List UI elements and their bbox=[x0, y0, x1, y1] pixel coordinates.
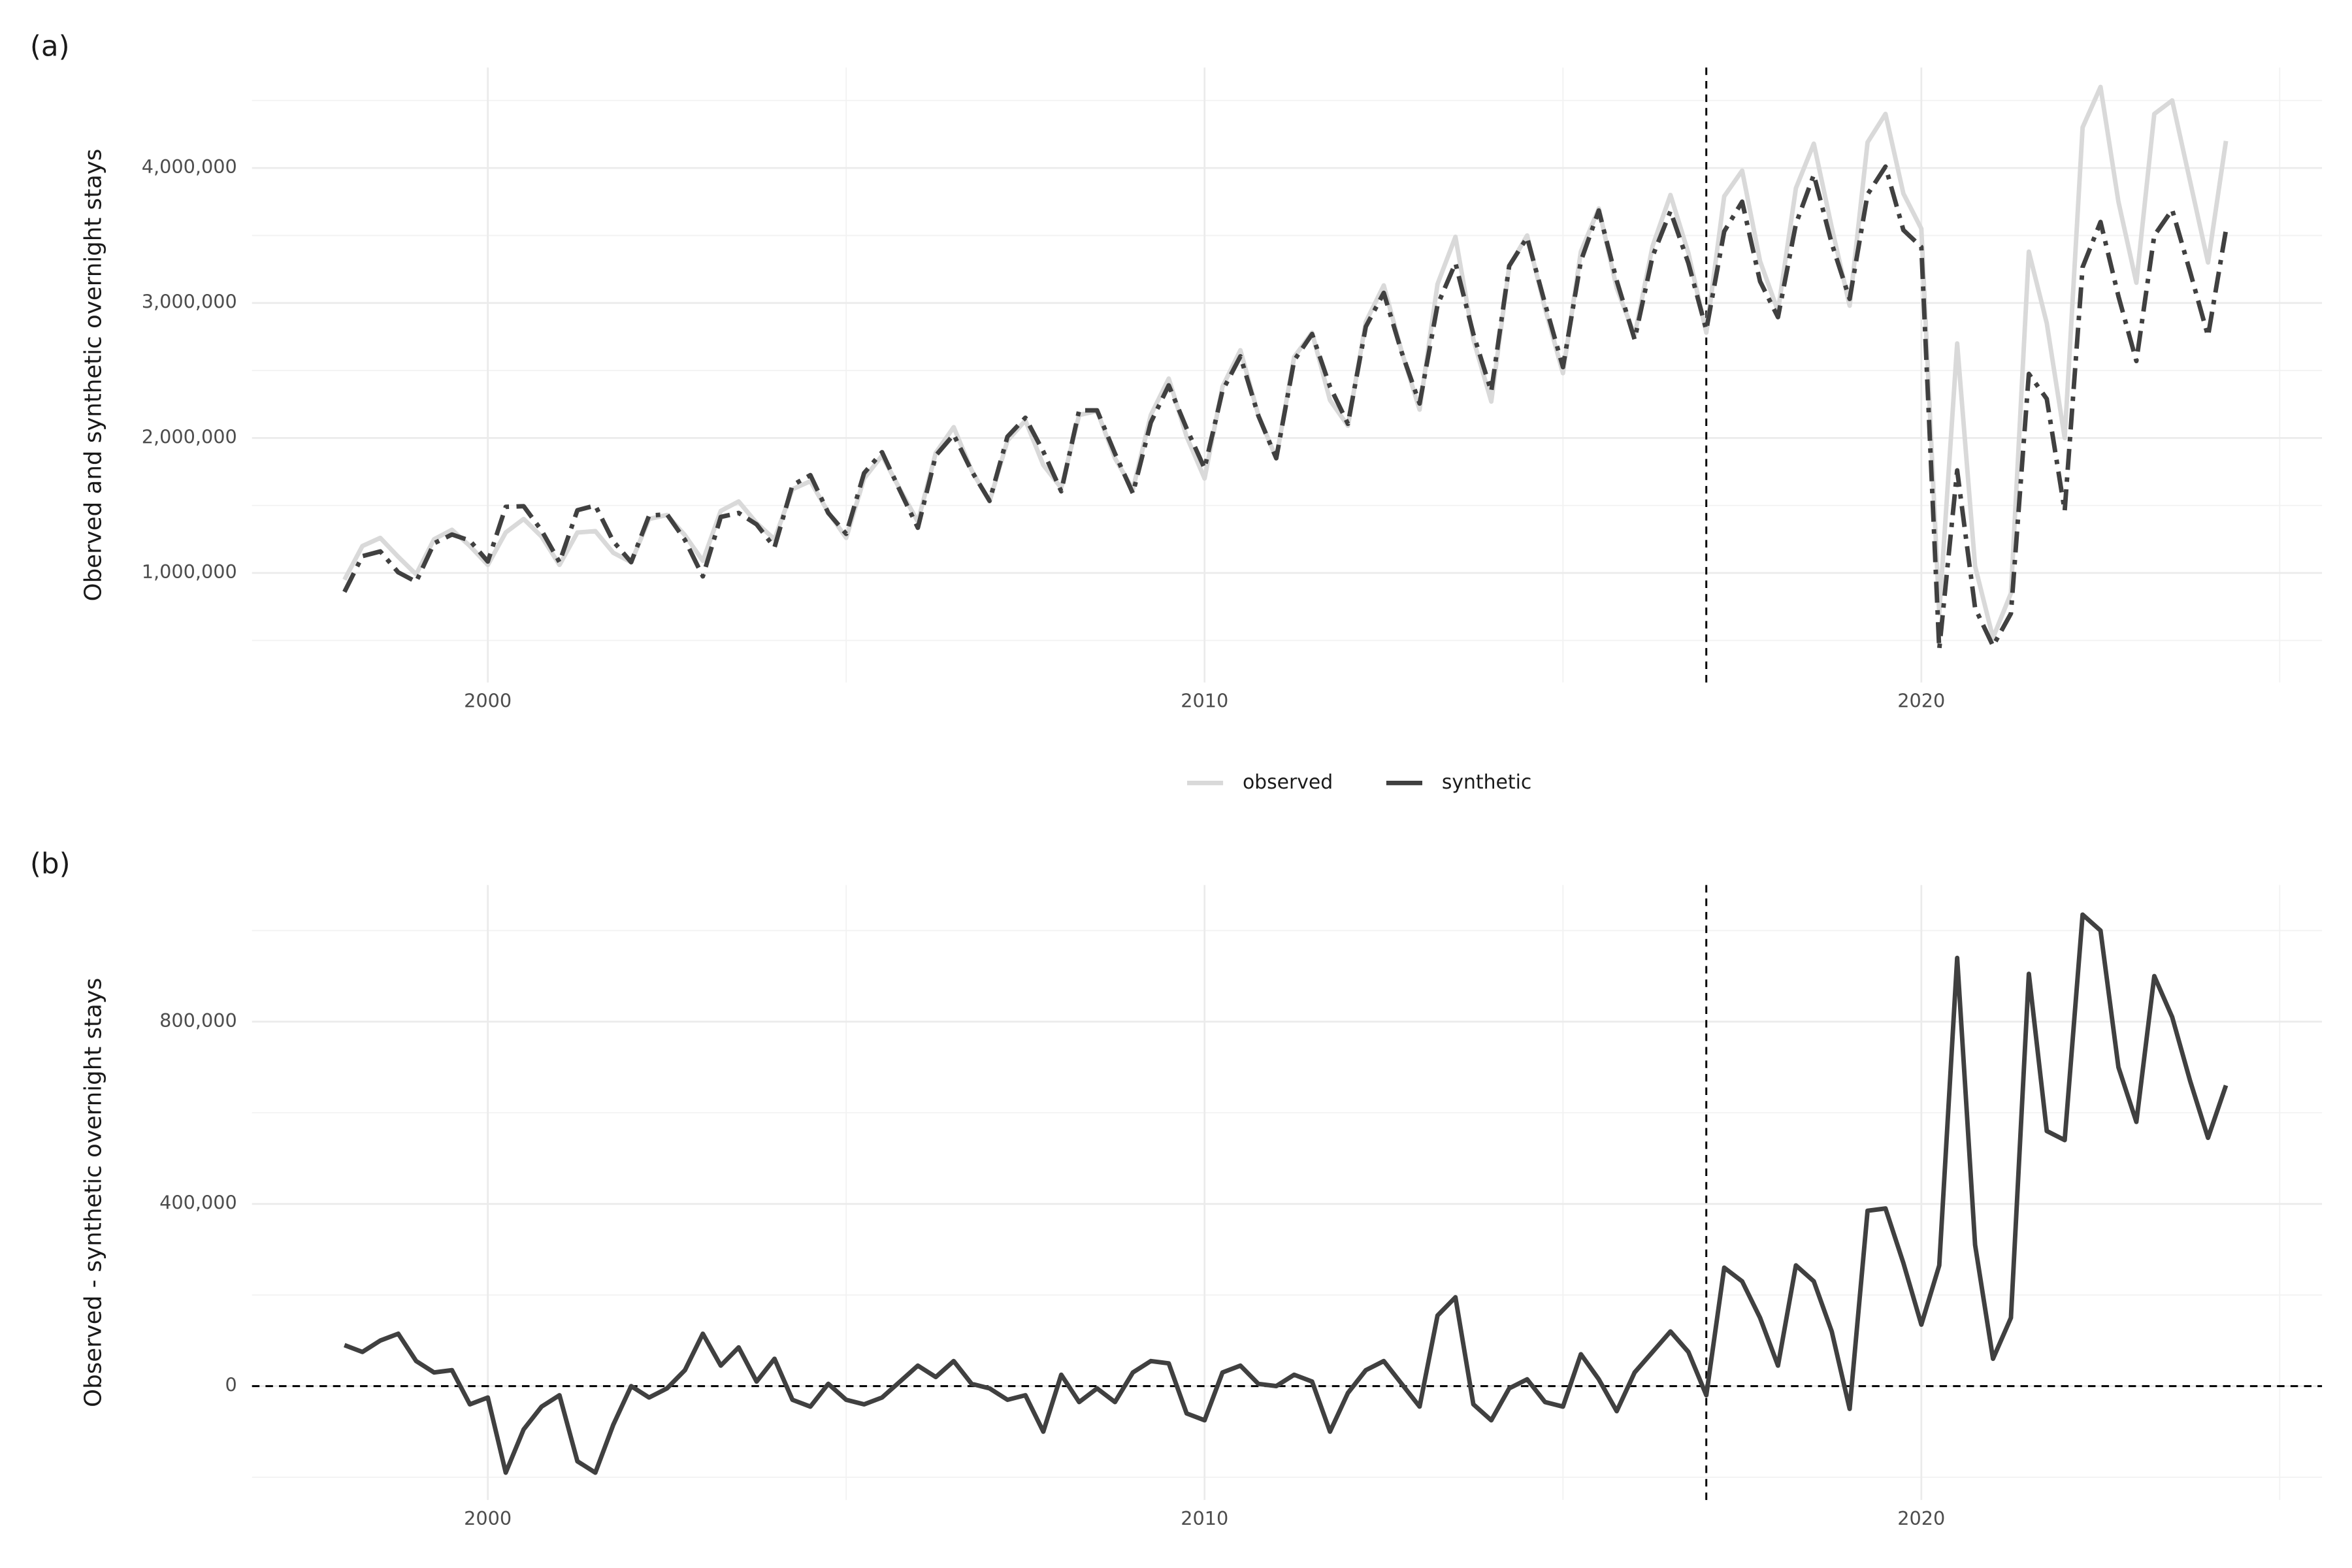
y-tick-label: 1,000,000 bbox=[142, 561, 237, 583]
x-tick-label: 2000 bbox=[464, 689, 512, 711]
x-tick-label: 2010 bbox=[1181, 1507, 1228, 1529]
y-axis-label: Observed - synthetic overnight stays bbox=[80, 978, 107, 1407]
panel-label: (b) bbox=[30, 848, 71, 881]
x-tick-label: 2000 bbox=[464, 1507, 512, 1529]
y-tick-label: 3,000,000 bbox=[142, 291, 237, 313]
y-tick-label: 400,000 bbox=[159, 1192, 237, 1214]
y-tick-label: 4,000,000 bbox=[142, 155, 237, 178]
x-tick-label: 2010 bbox=[1181, 689, 1228, 711]
data-line bbox=[344, 912, 2229, 1475]
x-tick-label: 2020 bbox=[1897, 1507, 1945, 1529]
data-line bbox=[342, 164, 2229, 652]
y-tick-label: 2,000,000 bbox=[142, 425, 237, 448]
y-axis-label: Oberved and synthetic overnight stays bbox=[80, 149, 107, 602]
y-tick-label: 800,000 bbox=[159, 1009, 237, 1032]
legend-label: observed bbox=[1243, 771, 1333, 794]
panel-label: (a) bbox=[30, 30, 70, 63]
x-tick-label: 2020 bbox=[1897, 689, 1945, 711]
y-tick-label: 0 bbox=[225, 1374, 237, 1396]
legend-label: synthetic bbox=[1442, 771, 1531, 794]
